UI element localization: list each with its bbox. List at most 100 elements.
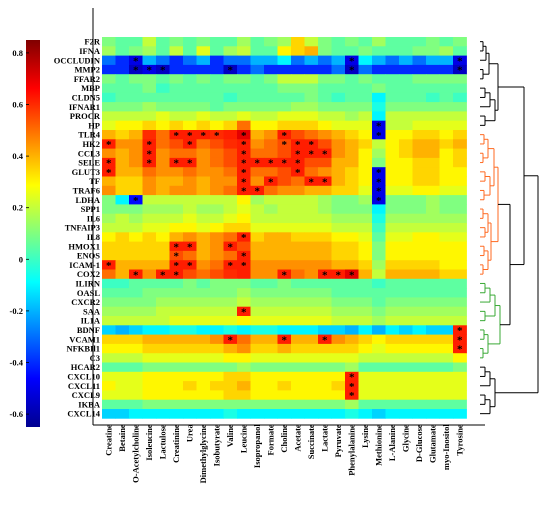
heatmap-cell [129,353,143,363]
heatmap-cell [453,64,467,75]
heatmap-cell [385,64,400,75]
heatmap-cell [345,130,359,140]
heatmap-cell [115,83,130,94]
heatmap-cell [399,353,413,363]
row-label: MMP2 [75,65,101,75]
heatmap-cell [223,223,238,233]
significance-marker: * [241,186,247,198]
heatmap-cell [169,362,184,373]
heatmap-cell [237,399,251,410]
heatmap-cell [358,204,373,215]
heatmap-cell [426,223,440,233]
heatmap-cell [169,176,184,187]
heatmap-cell [237,157,251,168]
heatmap-cell [426,306,440,317]
heatmap-cell [115,167,130,177]
heatmap-cell [412,269,427,280]
heatmap-cell [129,157,143,168]
heatmap-cell [264,213,278,224]
heatmap-cell [196,46,211,56]
heatmap-cell [304,195,319,205]
heatmap-cell [291,260,305,270]
heatmap-cell [345,325,359,335]
heatmap-cell [412,37,427,47]
heatmap-cell [169,185,184,196]
column-label: Methionine [374,424,384,466]
heatmap-cell [129,204,143,215]
heatmap-cell [345,343,359,354]
heatmap-cell [250,204,265,215]
heatmap-cell [291,157,305,168]
heatmap-cell [385,260,400,270]
heatmap-cell [250,381,265,391]
heatmap-cell [142,37,157,47]
heatmap-cell [345,92,359,103]
heatmap-cell [453,213,467,224]
heatmap-cell [358,250,373,261]
significance-marker: * [228,334,234,346]
heatmap-cell [169,223,184,233]
significance-marker: * [241,158,247,170]
heatmap-cell [196,37,211,47]
heatmap-cell [399,185,413,196]
heatmap-cell [183,167,197,177]
heatmap-cell [426,334,440,345]
heatmap-cell [426,399,440,410]
heatmap-cell [250,269,265,280]
heatmap-cell [169,250,184,261]
heatmap-cell [304,46,319,56]
heatmap-cell [318,148,332,159]
heatmap-cell [264,204,278,215]
column-label: Lysine [360,424,370,448]
heatmap-cell [237,409,251,419]
heatmap-cell [453,130,467,140]
heatmap-cell [291,167,305,177]
heatmap-cell [426,204,440,215]
heatmap-cell [277,213,292,224]
row-label: CXCL11 [68,381,100,391]
heatmap-cell [210,381,224,391]
heatmap-cell [399,139,413,149]
heatmap-cell [412,343,427,354]
column-label: Isopropanol [252,424,262,468]
heatmap-cell [129,241,143,252]
heatmap-cell [169,334,184,345]
heatmap-cell [385,362,400,373]
heatmap-cell [142,102,157,112]
heatmap-cell [304,139,319,149]
heatmap-cell [196,269,211,280]
heatmap-cell [102,83,116,94]
heatmap-cell [277,139,292,149]
column-label: Phenylalanine [347,424,357,476]
heatmap-cell [412,297,427,308]
heatmap-cell [345,260,359,270]
heatmap-cell [345,390,359,401]
row-label: PROCR [70,111,101,121]
heatmap-cell [304,83,319,94]
heatmap-cell [439,74,454,84]
heatmap-cell [453,74,467,84]
row-label: HP [88,120,100,130]
heatmap-cell [210,223,224,233]
heatmap-cell [115,223,130,233]
heatmap-cell [372,195,386,205]
heatmap-cell [291,102,305,112]
heatmap-cell [291,55,305,66]
heatmap-cell [318,120,332,131]
heatmap-cell [156,213,170,224]
heatmap-cell [264,176,278,187]
heatmap-cell [345,195,359,205]
heatmap-cell [277,83,292,94]
heatmap-cell [156,195,170,205]
column-label: Tyrosine [455,424,465,456]
heatmap-cell [439,232,454,242]
heatmap-cell [129,371,143,382]
heatmap-cell [115,37,130,47]
heatmap-cell [142,223,157,233]
heatmap-cell [291,288,305,298]
significance-marker: * [457,334,463,346]
column-label: Creatinine [171,424,181,463]
heatmap-cell [156,111,170,122]
heatmap-cell [115,260,130,270]
heatmap-cell [385,343,400,354]
